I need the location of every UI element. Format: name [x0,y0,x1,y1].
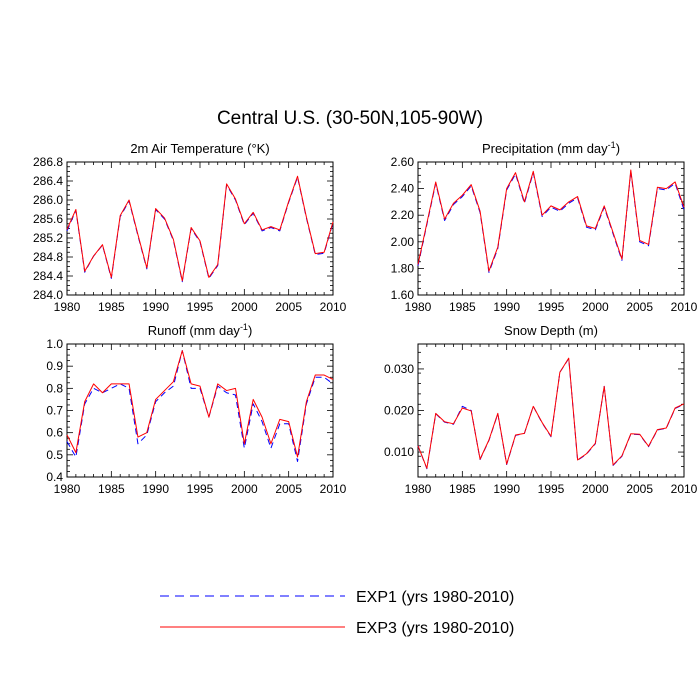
panel-title-precipitation: Precipitation (mm day-1) [482,140,620,156]
panel-snow-depth: Snow Depth (m) 1980 1985 1990 1995 2000 2005 20… [384,323,698,496]
series-line-exp3-runoff [66,350,334,458]
series-line-exp3-snow-depth [417,357,685,469]
plot-frame-precipitation [417,161,685,296]
x-tick-label: 2005 [275,300,302,314]
x-tick-label: 1985 [449,300,476,314]
x-tick-label: 1985 [98,300,125,314]
y-tick-label: 0.030 [384,362,414,376]
y-tick-label: 0.4 [46,470,63,484]
y-tick-label: 2.00 [391,235,415,249]
panel-title-snow-depth: Snow Depth (m) [504,323,598,338]
x-tick-label: 2010 [320,300,347,314]
plot-frame-runoff [66,343,334,478]
y-tick-label: 284.4 [33,269,63,283]
y-tick-label: 0.7 [46,404,63,418]
x-tick-label: 1985 [98,482,125,496]
panel-precipitation: Precipitation (mm day-1) 1980 1985 1990 1995… [391,140,698,314]
y-tick-label: 286.4 [33,174,63,188]
x-tick-label: 1995 [538,300,565,314]
y-tick-label: 2.20 [391,208,415,222]
y-tick-label: 0.8 [46,381,63,395]
x-tick-label: 2000 [582,482,609,496]
y-tick-label: 286.0 [33,193,63,207]
legend: EXP1 (yrs 1980-2010) EXP3 (yrs 1980-2010… [160,589,514,637]
y-tick-label: 285.2 [33,231,63,245]
x-tick-label: 2005 [626,300,653,314]
plot-frame-snow-depth [417,343,685,478]
y-tick-label: 0.5 [46,448,63,462]
x-tick-label: 1990 [493,300,520,314]
y-tick-label: 1.80 [391,261,415,275]
figure-title: Central U.S. (30-50N,105-90W) [217,108,483,129]
x-tick-label: 2010 [671,300,698,314]
series-line-exp3-air-temperature [66,175,334,282]
y-tick-label: 1.60 [391,288,415,302]
x-tick-label: 2000 [582,300,609,314]
series-line-exp1-precipitation [417,170,685,273]
panel-air-temperature: 2m Air Temperature (°K) 1980 1985 1990 1995 2… [33,141,347,314]
x-tick-label: 1990 [493,482,520,496]
x-tick-label: 1980 [54,482,81,496]
x-tick-label: 2010 [671,482,698,496]
x-tick-label: 1980 [54,300,81,314]
y-tick-label: 2.40 [391,182,415,196]
x-tick-label: 1995 [538,482,565,496]
y-tick-label: 1.0 [46,337,63,351]
legend-label-exp3: EXP3 (yrs 1980-2010) [356,620,514,637]
panel-runoff: Runoff (mm day-1) 1980 1985 1990 1995 2000 200… [46,322,346,496]
x-tick-label: 1985 [449,482,476,496]
y-tick-label: 0.9 [46,359,63,373]
x-tick-label: 2005 [275,482,302,496]
series-line-exp1-air-temperature [66,176,334,283]
y-tick-label: 284.8 [33,250,63,264]
x-tick-label: 2000 [231,300,258,314]
x-tick-label: 1990 [142,482,169,496]
legend-label-exp1: EXP1 (yrs 1980-2010) [356,589,514,606]
y-tick-label: 284.0 [33,288,63,302]
x-tick-label: 2010 [320,482,347,496]
series-line-exp1-snow-depth [417,358,685,470]
x-tick-label: 1995 [187,482,214,496]
y-tick-label: 0.010 [384,445,414,459]
y-tick-label: 285.6 [33,212,63,226]
x-tick-label: 2000 [231,482,258,496]
y-tick-label: 286.8 [33,155,63,169]
panel-title-runoff: Runoff (mm day-1) [148,322,253,338]
y-tick-label: 2.60 [391,155,415,169]
series-line-exp3-precipitation [417,169,685,272]
x-tick-label: 1980 [405,482,432,496]
plot-frame-air-temperature [66,161,334,296]
y-tick-label: 0.6 [46,426,63,440]
x-tick-label: 2005 [626,482,653,496]
y-tick-label: 0.020 [384,404,414,418]
series-line-exp1-runoff [66,350,334,462]
x-tick-label: 1990 [142,300,169,314]
panel-title-air-temperature: 2m Air Temperature (°K) [130,141,269,156]
x-tick-label: 1980 [405,300,432,314]
x-tick-label: 1995 [187,300,214,314]
